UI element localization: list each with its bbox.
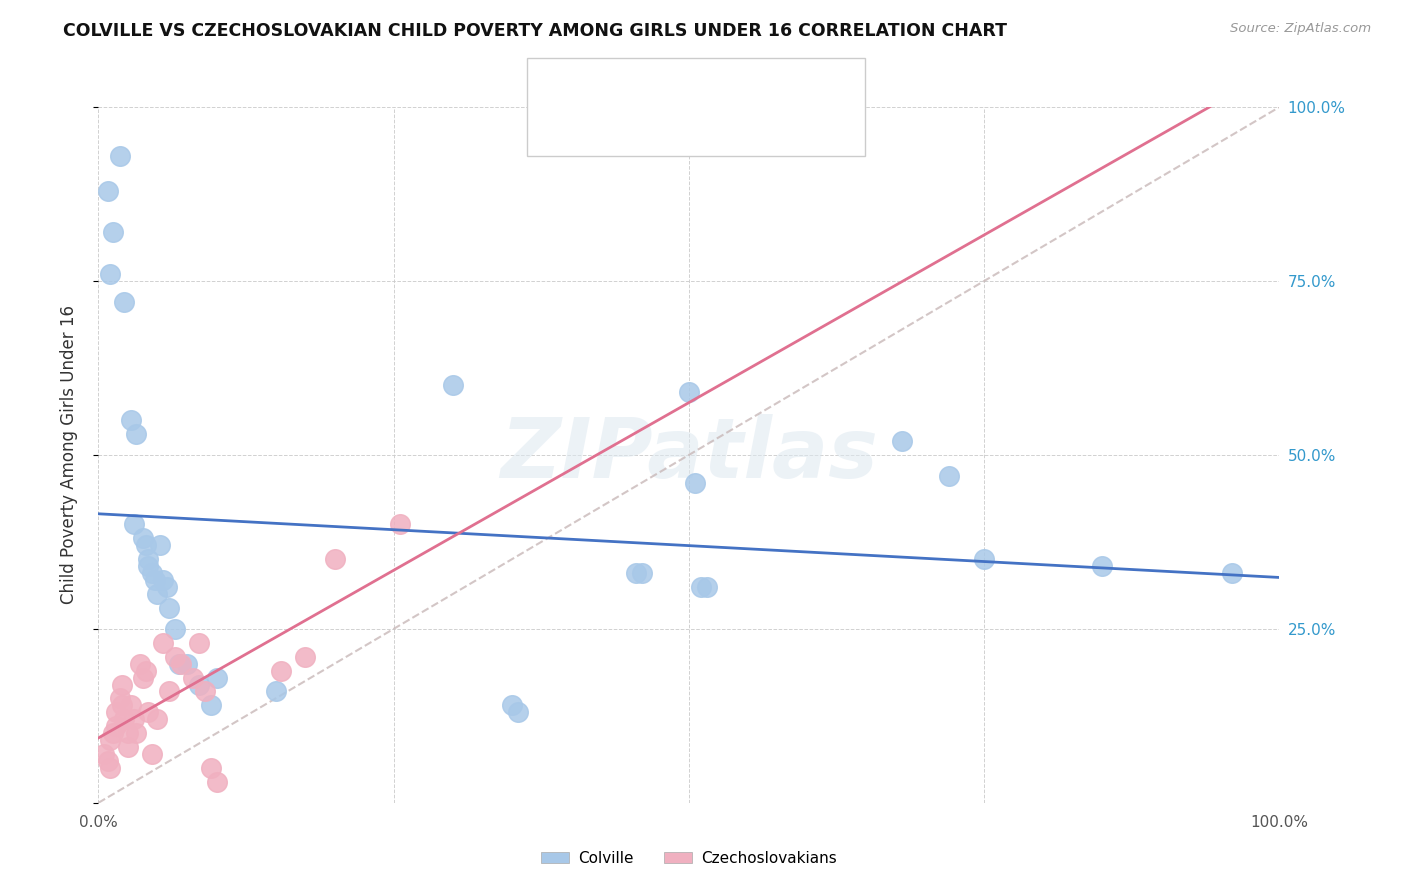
Point: [152, 573, 174, 587]
Point: [167, 657, 190, 671]
Point: [624, 566, 647, 581]
Point: [128, 657, 150, 671]
Point: [132, 532, 155, 546]
Text: -0.102: -0.102: [650, 81, 704, 96]
Point: [111, 677, 134, 691]
Point: [135, 538, 157, 552]
Point: [98, 733, 121, 747]
Text: N =: N =: [733, 119, 766, 134]
Point: [108, 691, 131, 706]
Point: [146, 712, 169, 726]
Point: [678, 385, 700, 400]
Bar: [547, 113, 588, 139]
Text: 33: 33: [789, 119, 810, 134]
Point: [125, 726, 148, 740]
Point: [156, 580, 179, 594]
Point: [117, 740, 139, 755]
Point: [441, 378, 464, 392]
Text: R =: R =: [600, 81, 633, 96]
Point: [187, 636, 209, 650]
Point: [157, 601, 180, 615]
Point: [132, 671, 155, 685]
Point: [98, 761, 121, 775]
Point: [165, 622, 187, 636]
Point: [108, 149, 131, 163]
Point: [136, 552, 159, 566]
Point: [696, 580, 718, 594]
Text: COLVILLE VS CZECHOSLOVAKIAN CHILD POVERTY AMONG GIRLS UNDER 16 CORRELATION CHART: COLVILLE VS CZECHOSLOVAKIAN CHILD POVERT…: [63, 22, 1007, 40]
Point: [170, 657, 193, 671]
Point: [105, 719, 128, 733]
Point: [146, 587, 169, 601]
Point: [388, 517, 411, 532]
Point: [141, 566, 163, 581]
Point: [165, 649, 187, 664]
Point: [1091, 559, 1114, 574]
Point: [1220, 566, 1243, 581]
Point: [143, 573, 166, 587]
Text: Source: ZipAtlas.com: Source: ZipAtlas.com: [1230, 22, 1371, 36]
Point: [93, 747, 115, 761]
Point: [122, 517, 145, 532]
Point: [264, 684, 287, 698]
Text: R =: R =: [600, 119, 633, 134]
Point: [294, 649, 316, 664]
Point: [121, 698, 143, 713]
Text: 31: 31: [789, 81, 810, 96]
Point: [181, 671, 204, 685]
Point: [205, 671, 228, 685]
Point: [136, 706, 159, 720]
Point: [152, 636, 174, 650]
Point: [187, 677, 209, 691]
Text: 0.338: 0.338: [650, 119, 703, 134]
Text: ZIPatlas: ZIPatlas: [501, 415, 877, 495]
Point: [112, 294, 135, 309]
Point: [890, 434, 912, 448]
Point: [122, 712, 145, 726]
Point: [200, 761, 222, 775]
Legend: Colville, Czechoslovakians: Colville, Czechoslovakians: [536, 845, 842, 871]
Point: [501, 698, 523, 713]
Point: [200, 698, 222, 713]
Point: [194, 684, 217, 698]
Point: [176, 657, 198, 671]
Bar: [547, 76, 588, 102]
Point: [683, 475, 706, 490]
Point: [97, 754, 120, 768]
Point: [323, 552, 346, 566]
Y-axis label: Child Poverty Among Girls Under 16: Child Poverty Among Girls Under 16: [59, 305, 77, 605]
Point: [506, 706, 529, 720]
Point: [101, 726, 124, 740]
Point: [111, 698, 134, 713]
Point: [121, 413, 143, 427]
Point: [136, 559, 159, 574]
Point: [112, 712, 135, 726]
Point: [149, 538, 172, 552]
Point: [630, 566, 652, 581]
Point: [270, 664, 292, 678]
Point: [117, 726, 139, 740]
Point: [205, 775, 228, 789]
Point: [125, 427, 148, 442]
Text: N =: N =: [733, 81, 766, 96]
Point: [135, 664, 157, 678]
Point: [105, 706, 128, 720]
Point: [98, 267, 121, 281]
Point: [97, 184, 120, 198]
Point: [973, 552, 995, 566]
Point: [101, 225, 124, 239]
Point: [157, 684, 180, 698]
Point: [938, 468, 960, 483]
Point: [141, 747, 163, 761]
Point: [689, 580, 711, 594]
